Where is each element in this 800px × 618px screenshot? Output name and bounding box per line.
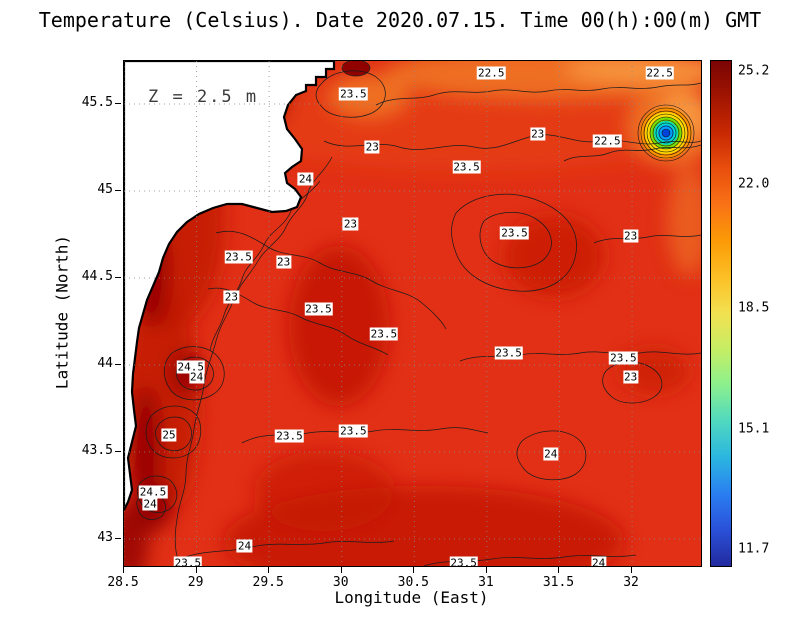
colorbar-tick-label: 15.1 — [738, 421, 770, 437]
contour-label: 24 — [142, 497, 158, 511]
colorbar-tick-label: 22.0 — [738, 176, 770, 192]
contour-label: 23.5 — [609, 351, 638, 365]
contour-label: 23.5 — [500, 226, 529, 240]
x-tick-label: 32 — [623, 575, 639, 590]
colorbar-tick-label: 18.5 — [738, 300, 770, 316]
contour-label: 23 — [530, 127, 546, 141]
contour-label: 23 — [223, 290, 240, 304]
colorbar-ticks: 25.2 22.0 18.5 15.1 11.7 — [738, 60, 784, 565]
y-tick-label: 45 — [97, 181, 113, 197]
y-tick-mark — [115, 451, 121, 453]
contour-label: 24 — [297, 172, 314, 186]
y-tick-label: 45.5 — [81, 94, 113, 110]
y-tick-mark — [115, 277, 121, 278]
colorbar-tick-label: 25.2 — [738, 63, 770, 79]
contour-label: 23 — [622, 229, 639, 243]
contour-label: 23 — [276, 255, 292, 269]
x-tick-mark — [195, 567, 197, 573]
x-tick-label: 31 — [478, 575, 494, 590]
x-tick-mark — [631, 567, 633, 573]
y-tick-label: 43 — [97, 530, 113, 546]
x-tick-label: 30 — [332, 575, 349, 590]
x-tick-label: 30.5 — [397, 575, 429, 590]
contour-label: 23.5 — [339, 424, 368, 438]
y-tick-mark — [115, 538, 121, 540]
colorbar — [710, 60, 732, 567]
contour-labels-layer: 22.5 23.5 22.5 23 22.5 23 23.5 24 23 23.5 23 23.5 23… — [124, 61, 701, 566]
x-tick-mark — [485, 567, 487, 573]
contour-label: 23.5 — [494, 346, 523, 360]
depth-annotation: Z = 2.5 m — [148, 87, 259, 107]
y-tick-label: 44.5 — [81, 269, 113, 284]
contour-label: 24.5 — [176, 360, 206, 374]
grid-layer — [124, 61, 701, 566]
y-tick-mark — [115, 189, 121, 191]
contour-label: 23.5 — [224, 250, 253, 264]
contour-label: 23.5 — [452, 160, 481, 174]
x-tick-mark — [268, 567, 270, 573]
y-tick-label: 43.5 — [81, 443, 113, 459]
x-axis-title: Longitude (East) — [334, 588, 489, 607]
contour-label: 22.5 — [476, 66, 506, 80]
field-layers — [124, 61, 701, 566]
contour-label: 23.5 — [369, 327, 399, 341]
contour-label: 23.5 — [275, 429, 304, 443]
x-tick-mark — [340, 567, 342, 573]
y-tick-mark — [115, 364, 121, 365]
x-tick-mark — [123, 567, 124, 573]
x-tick-label: 29.5 — [252, 575, 284, 590]
land-coastline — [124, 61, 336, 511]
contour-label: 23 — [364, 140, 380, 154]
contour-label: 23.5 — [449, 556, 478, 566]
contour-label: 24 — [591, 556, 607, 566]
contour-label: 24 — [543, 447, 559, 461]
contour-label: 25 — [161, 428, 177, 442]
contour-label: 23.5 — [304, 302, 333, 316]
x-tick-label: 28.5 — [107, 575, 139, 590]
x-tick-mark — [413, 567, 415, 573]
x-tick-label: 29 — [187, 575, 204, 590]
x-tick-label: 31.5 — [542, 575, 575, 590]
contour-label: 24 — [188, 370, 205, 384]
colorbar-gradient — [711, 61, 731, 566]
contour-label: 23 — [342, 217, 359, 231]
contour-label: 22.5 — [593, 134, 622, 148]
y-tick-label: 44 — [97, 356, 113, 371]
contour-label: 24 — [236, 539, 253, 553]
plot-area: 22.5 23.5 22.5 23 22.5 23 23.5 24 23 23.5 23 23.5 23… — [123, 60, 702, 567]
contour-label: 23.5 — [173, 556, 203, 566]
y-tick-mark — [115, 102, 121, 104]
chart-title: Temperature (Celsius). Date 2020.07.15. … — [38, 8, 762, 32]
contour-label: 22.5 — [645, 66, 674, 80]
contour-label: 24.5 — [138, 485, 168, 499]
x-tick-mark — [558, 567, 560, 573]
contour-label: 23 — [622, 370, 639, 384]
contour-label: 23.5 — [339, 87, 368, 101]
colorbar-tick-label: 11.7 — [738, 541, 770, 557]
